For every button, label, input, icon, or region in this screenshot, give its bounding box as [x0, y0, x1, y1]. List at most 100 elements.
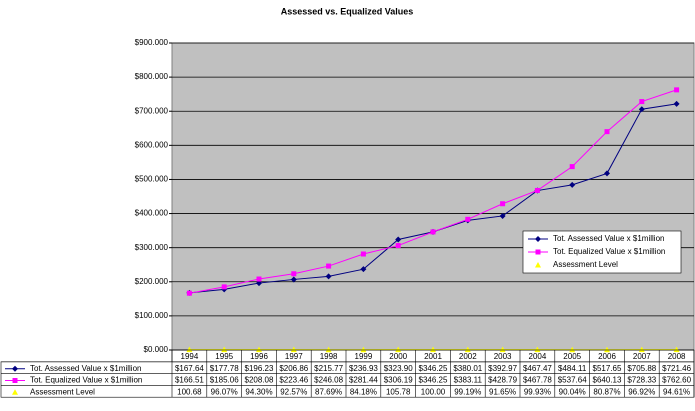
- x-tick-label: 2006: [598, 352, 616, 361]
- table-cell: $380.01: [453, 364, 482, 373]
- point: [638, 106, 645, 113]
- x-tick-label: 1998: [320, 352, 338, 361]
- table-cell: $467.78: [523, 376, 552, 385]
- x-tick-label: 2007: [633, 352, 651, 361]
- point: [569, 346, 576, 353]
- table-cell: 90.04%: [559, 387, 586, 396]
- point: [639, 99, 645, 105]
- point: [395, 243, 401, 249]
- table-cell: $346.25: [419, 376, 448, 385]
- table-cell: $323.90: [384, 364, 413, 373]
- point: [430, 229, 436, 235]
- x-tick-label: 2005: [563, 352, 581, 361]
- y-tick-label: $700.000: [135, 106, 169, 115]
- x-tick-label: 2001: [424, 352, 442, 361]
- table-cell: $762.60: [662, 376, 691, 385]
- y-tick-label: $0.000: [144, 345, 169, 354]
- table-cell: 92.57%: [280, 387, 307, 396]
- point: [569, 181, 576, 188]
- table-cell: $640.13: [593, 376, 622, 385]
- table-cell: $306.19: [384, 376, 413, 385]
- point: [534, 187, 540, 193]
- point: [256, 276, 262, 282]
- point: [291, 271, 297, 277]
- table-cell: $215.77: [314, 364, 343, 373]
- legend-label: Tot. Equalized Value x $1million: [553, 247, 665, 256]
- point: [221, 284, 227, 290]
- point: [395, 236, 402, 243]
- legend-label: Assessment Level: [553, 260, 618, 269]
- x-tick-label: 2004: [529, 352, 547, 361]
- table-cell: $208.08: [245, 376, 274, 385]
- point: [499, 346, 506, 353]
- point: [221, 346, 228, 353]
- point: [395, 346, 402, 353]
- y-tick-label: $600.000: [135, 140, 169, 149]
- table-legend-marker: [12, 365, 18, 372]
- y-tick-label: $200.000: [135, 277, 169, 286]
- table-cell: $206.86: [279, 364, 308, 373]
- table-cell: 84.18%: [350, 387, 377, 396]
- table-cell: $728.33: [627, 376, 656, 385]
- x-tick-label: 2000: [389, 352, 407, 361]
- chart-title: Assessed vs. Equalized Values: [281, 6, 414, 16]
- table-cell: 80.87%: [593, 387, 620, 396]
- table-legend-marker: [12, 378, 18, 383]
- table-cell: $537.64: [558, 376, 587, 385]
- legend-label: Tot. Assessed Value x $1million: [553, 234, 664, 243]
- x-tick-label: 1997: [285, 352, 303, 361]
- table-cell: $185.06: [210, 376, 239, 385]
- point: [499, 212, 506, 219]
- table-cell: $705.88: [627, 364, 656, 373]
- point: [465, 216, 471, 222]
- table-cell: $346.25: [419, 364, 448, 373]
- table-cell: $167.64: [175, 364, 204, 373]
- point: [673, 100, 680, 107]
- x-tick-label: 2008: [668, 352, 686, 361]
- x-tick-label: 1995: [215, 352, 233, 361]
- table-cell: 94.30%: [245, 387, 272, 396]
- table-cell: 105.78: [386, 387, 411, 396]
- legend-marker: [535, 249, 541, 255]
- x-tick-label: 2002: [459, 352, 477, 361]
- point: [360, 251, 366, 257]
- point: [638, 346, 645, 353]
- legend-marker: [535, 236, 541, 242]
- point: [430, 346, 436, 353]
- table-cell: $517.65: [593, 364, 622, 373]
- point: [256, 280, 262, 287]
- point: [674, 87, 680, 93]
- table-cell: $392.97: [488, 364, 517, 373]
- table-cell: $177.78: [210, 364, 239, 373]
- point: [325, 273, 332, 280]
- table-cell: $223.46: [279, 376, 308, 385]
- table-cell: $467.47: [523, 364, 552, 373]
- table-cell: 99.93%: [524, 387, 551, 396]
- table-cell: 100.00: [421, 387, 446, 396]
- y-tick-label: $100.000: [135, 311, 169, 320]
- x-tick-label: 2003: [494, 352, 512, 361]
- x-tick-label: 1999: [355, 352, 373, 361]
- table-cell: $196.23: [245, 364, 274, 373]
- point: [256, 346, 262, 353]
- x-tick-label: 1996: [250, 352, 268, 361]
- point: [360, 266, 367, 273]
- point: [464, 346, 471, 353]
- legend: [522, 230, 682, 274]
- point: [186, 290, 192, 296]
- x-tick-label: 1994: [181, 352, 199, 361]
- table-cell: 91.65%: [489, 387, 516, 396]
- table-row-header: Tot. Assessed Value x $1million: [30, 364, 141, 373]
- y-tick-label: $300.000: [135, 243, 169, 252]
- table-cell: $166.51: [175, 376, 204, 385]
- point: [186, 346, 193, 353]
- point: [360, 346, 367, 353]
- plot-area: [171, 42, 695, 351]
- table-cell: $721.46: [662, 364, 691, 373]
- point: [569, 164, 575, 170]
- table-cell: 96.92%: [628, 387, 655, 396]
- table-cell: $246.08: [314, 376, 343, 385]
- y-tick-label: $500.000: [135, 175, 169, 184]
- table-cell: 94.61%: [663, 387, 690, 396]
